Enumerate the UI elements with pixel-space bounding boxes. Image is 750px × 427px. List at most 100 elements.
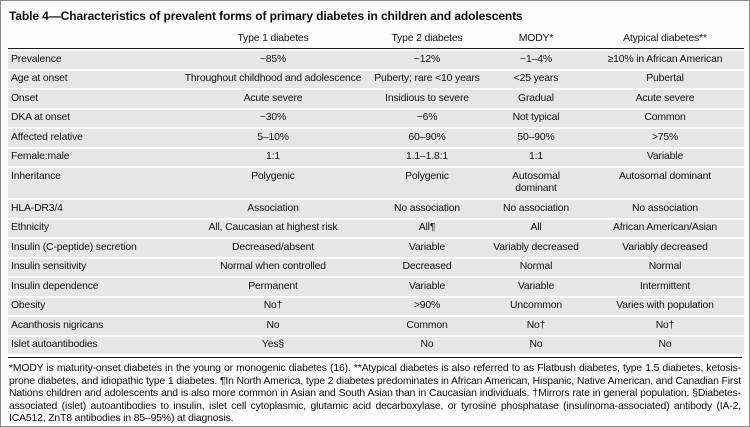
table-cell: All: [486, 219, 586, 237]
table-cell: <25 years: [486, 70, 586, 88]
table-cell: No: [368, 336, 486, 354]
table-cell: Autosomal dominant: [486, 168, 586, 198]
row-label: Onset: [8, 90, 178, 108]
row-label: Female:male: [8, 148, 178, 166]
table-row: Insulin dependence Permanent Variable Varia…: [8, 278, 744, 296]
table-cell: Varies with population: [586, 297, 744, 315]
table-cell: ~12%: [368, 51, 486, 69]
table-cell: Puberty; rare <10 years: [368, 70, 486, 88]
table-cell: 5–10%: [178, 129, 368, 147]
row-label: Affected relative: [8, 129, 178, 147]
table-cell: Autosomal dominant: [586, 168, 744, 198]
table-cell: Variable: [586, 148, 744, 166]
table-cell: No†: [178, 297, 368, 315]
table-row: HLA-DR3/4 Association No association No ass…: [8, 200, 744, 218]
table-cell: Variable: [486, 278, 586, 296]
table-cell: Gradual: [486, 90, 586, 108]
row-label: DKA at onset: [8, 109, 178, 127]
table-body: Prevalence ~85% ~12% ~1–4% ≥10% in African A…: [8, 51, 744, 354]
row-label: Insulin sensitivity: [8, 258, 178, 276]
table-row: Inheritance Polygenic Polygenic Autosomal d…: [8, 168, 744, 198]
row-label: Age at onset: [8, 70, 178, 88]
table-cell: No: [586, 336, 744, 354]
table-cell: No association: [368, 200, 486, 218]
table-cell: No: [486, 336, 586, 354]
column-header-atypical-diabetes: Atypical diabetes**: [586, 32, 744, 49]
table-cell: 1:1: [178, 148, 368, 166]
table-cell: Polygenic: [178, 168, 368, 198]
table-cell: 50–90%: [486, 129, 586, 147]
table-row: Obesity No† >90% Uncommon Varies with popula…: [8, 297, 744, 315]
table-title: Table 4—Characteristics of prevalent for…: [9, 9, 523, 23]
table-cell: Variably decreased: [486, 239, 586, 257]
table-cell: No†: [586, 317, 744, 335]
table-cell: ~30%: [178, 109, 368, 127]
table-row: Ethnicity All, Caucasian at highest risk A…: [8, 219, 744, 237]
table-cell: ~6%: [368, 109, 486, 127]
table-row: Affected relative 5–10% 60–90% 50–90% >75%: [8, 129, 744, 147]
table-cell: Permanent: [178, 278, 368, 296]
table-cell: All, Caucasian at highest risk: [178, 219, 368, 237]
table-cell: >75%: [586, 129, 744, 147]
table-cell: Intermittent: [586, 278, 744, 296]
table-cell: 1.1–1.8:1: [368, 148, 486, 166]
row-label: Obesity: [8, 297, 178, 315]
diabetes-table: Type 1 diabetes Type 2 diabetes MODY* At…: [8, 30, 744, 356]
table-cell: No†: [486, 317, 586, 335]
table-cell: >90%: [368, 297, 486, 315]
table-row: Acanthosis nigricans No Common No† No†: [8, 317, 744, 335]
table-cell: No association: [586, 200, 744, 218]
table-cell: ≥10% in African American: [586, 51, 744, 69]
table-cell: Polygenic: [368, 168, 486, 198]
table-row: Prevalence ~85% ~12% ~1–4% ≥10% in African A…: [8, 51, 744, 69]
table-cell: No association: [486, 200, 586, 218]
table-cell: Common: [368, 317, 486, 335]
table-cell: Decreased: [368, 258, 486, 276]
table-cell: All¶: [368, 219, 486, 237]
row-label: Islet autoantibodies: [8, 336, 178, 354]
table-cell: No: [178, 317, 368, 335]
table-cell: Pubertal: [586, 70, 744, 88]
header-row: Type 1 diabetes Type 2 diabetes MODY* At…: [8, 32, 744, 49]
table-cell: Variable: [368, 239, 486, 257]
row-label: Ethnicity: [8, 219, 178, 237]
row-label: Insulin dependence: [8, 278, 178, 296]
table-cell: 60–90%: [368, 129, 486, 147]
row-label: Prevalence: [8, 51, 178, 69]
table-cell: Not typical: [486, 109, 586, 127]
table-cell: Uncommon: [486, 297, 586, 315]
table-cell: Normal when controlled: [178, 258, 368, 276]
bottom-rule: [8, 357, 742, 358]
column-header-empty: [8, 32, 178, 49]
table-row: Insulin sensitivity Normal when controlle…: [8, 258, 744, 276]
footnote: *MODY is maturity-onset diabetes in the …: [9, 363, 741, 425]
table-cell: Common: [586, 109, 744, 127]
table-cell: 1:1: [486, 148, 586, 166]
table-row: Age at onset Throughout childhood and ado…: [8, 70, 744, 88]
table-row: Onset Acute severe Insidious to severe Grad…: [8, 90, 744, 108]
column-header-mody: MODY*: [486, 32, 586, 49]
table-row: Islet autoantibodies Yes§ No No No: [8, 336, 744, 354]
table-cell: African American/Asian: [586, 219, 744, 237]
table-cell: Variable: [368, 278, 486, 296]
column-header-type2-diabetes: Type 2 diabetes: [368, 32, 486, 49]
table-cell: Yes§: [178, 336, 368, 354]
table-cell: Insidious to severe: [368, 90, 486, 108]
table-row: Insulin (C-peptide) secretion Decreased/a…: [8, 239, 744, 257]
table-cell: Throughout childhood and adolescence: [178, 70, 368, 88]
table-row: DKA at onset ~30% ~6% Not typical Common: [8, 109, 744, 127]
row-label: HLA-DR3/4: [8, 200, 178, 218]
table-cell: Normal: [486, 258, 586, 276]
table-row: Female:male 1:1 1.1–1.8:1 1:1 Variable: [8, 148, 744, 166]
row-label: Acanthosis nigricans: [8, 317, 178, 335]
table-cell: Acute severe: [178, 90, 368, 108]
table-cell: ~85%: [178, 51, 368, 69]
table-cell: Variably decreased: [586, 239, 744, 257]
table-cell: Decreased/absent: [178, 239, 368, 257]
row-label: Insulin (C-peptide) secretion: [8, 239, 178, 257]
table-cell: ~1–4%: [486, 51, 586, 69]
table-cell: Association: [178, 200, 368, 218]
table-cell: Normal: [586, 258, 744, 276]
table-cell: Acute severe: [586, 90, 744, 108]
